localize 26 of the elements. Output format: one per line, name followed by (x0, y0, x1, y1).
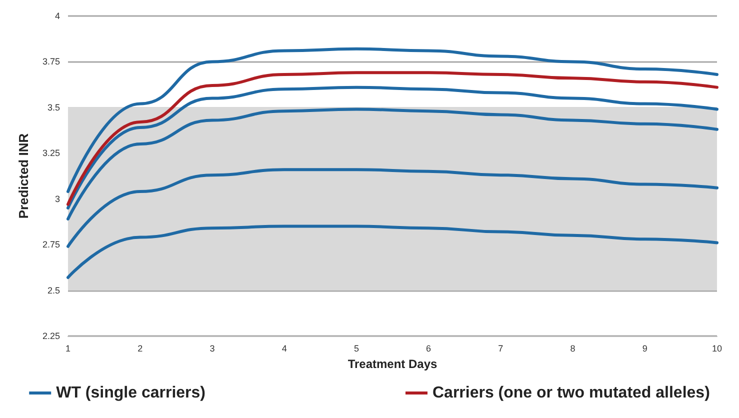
x-tick-label: 5 (354, 344, 359, 354)
y-tick-label: 3.75 (42, 56, 60, 67)
x-axis-title: Treatment Days (348, 357, 438, 371)
legend-label: WT (single carriers) (56, 384, 206, 402)
x-tick-label: 9 (642, 344, 648, 354)
line-series (66, 224, 718, 279)
x-tick-label: 2 (138, 344, 143, 354)
x-tick-label: 10 (712, 344, 722, 354)
y-tick-label: 2.75 (42, 240, 60, 250)
y-tick-label: 4 (54, 11, 60, 21)
line-series (66, 168, 718, 248)
line-series (66, 47, 718, 194)
x-tick-label: 3 (210, 344, 215, 354)
y-axis-title: Predicted INR (16, 132, 31, 219)
x-tick-label: 6 (426, 344, 432, 354)
y-tick-label: 3 (54, 194, 60, 204)
x-tick-label: 8 (570, 344, 576, 354)
y-tick-label: 2.25 (42, 331, 60, 341)
y-tick-label: 3.5 (47, 102, 60, 112)
x-tick-label: 1 (65, 344, 71, 354)
line-series (66, 108, 718, 220)
y-tick-label: 3.25 (42, 148, 60, 158)
x-tick-label: 7 (498, 344, 504, 354)
legend-label: Carriers (one or two mutated alleles) (432, 384, 710, 402)
y-tick-label: 2.5 (47, 285, 60, 296)
x-tick-label: 4 (282, 344, 287, 354)
